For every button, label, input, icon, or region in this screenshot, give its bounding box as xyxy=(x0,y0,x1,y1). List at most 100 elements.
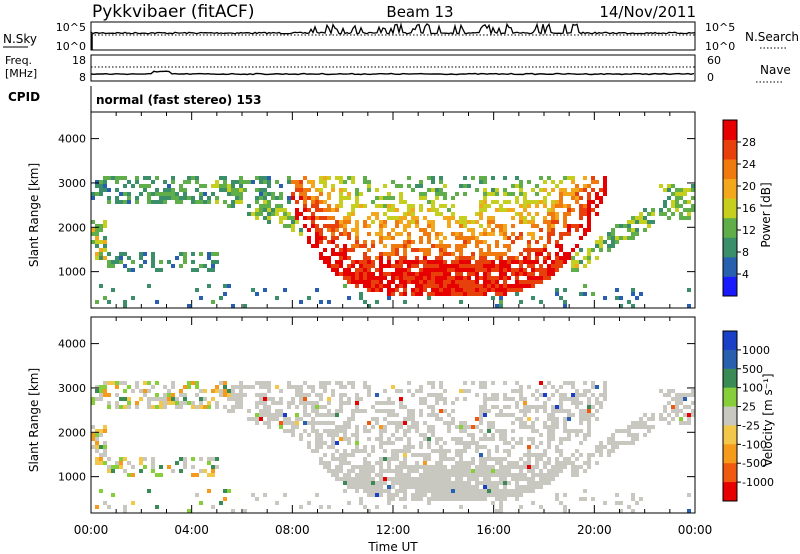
power-cell xyxy=(519,268,523,272)
power-cell xyxy=(483,192,487,196)
power-cell xyxy=(203,200,207,204)
power-cell xyxy=(279,196,283,200)
power-cell xyxy=(555,292,559,296)
velocity-cell xyxy=(679,421,683,425)
power-cell xyxy=(587,220,591,224)
power-cell xyxy=(511,260,515,264)
power-cell xyxy=(387,192,391,196)
power-cell xyxy=(115,188,119,192)
velocity-cell xyxy=(547,429,551,433)
velocity-cell xyxy=(351,485,355,489)
power-cell xyxy=(191,260,195,264)
velocity-cell xyxy=(583,413,587,417)
power-cell xyxy=(363,260,367,264)
power-cell xyxy=(387,284,391,288)
velocity-cell xyxy=(227,409,231,413)
velocity-cell xyxy=(99,445,103,449)
power-cell xyxy=(423,280,427,284)
velocity-cell xyxy=(239,381,243,385)
velocity-cell xyxy=(487,429,491,433)
velocity-cell xyxy=(267,389,271,393)
velocity-cell xyxy=(483,469,487,473)
velocity-cell xyxy=(451,421,455,425)
power-cell xyxy=(487,248,491,252)
velocity-cell xyxy=(275,401,279,405)
velocity-cell xyxy=(503,465,507,469)
velocity-cell xyxy=(363,409,367,413)
velocity-cell xyxy=(543,393,547,397)
velocity-cell xyxy=(199,397,203,401)
power-ylabel: Slant Range [km] xyxy=(27,163,41,267)
power-cell xyxy=(363,276,367,280)
power-cell xyxy=(527,284,531,288)
power-cell xyxy=(375,256,379,260)
velocity-cell xyxy=(223,393,227,397)
velocity-cell xyxy=(327,469,331,473)
power-cell xyxy=(375,300,379,304)
power-cell xyxy=(327,196,331,200)
power-cell xyxy=(475,240,479,244)
velocity-cell xyxy=(467,465,471,469)
velocity-cell xyxy=(355,465,359,469)
velocity-cell xyxy=(503,449,507,453)
colorbar-tick-label: 25 xyxy=(742,401,756,414)
velocity-cell xyxy=(515,381,519,385)
power-cell xyxy=(399,200,403,204)
velocity-cell xyxy=(519,389,523,393)
power-cell xyxy=(387,292,391,296)
power-cell xyxy=(439,188,443,192)
velocity-cell xyxy=(367,477,371,481)
velocity-cell xyxy=(555,405,559,409)
velocity-cell xyxy=(195,473,199,477)
velocity-cell xyxy=(171,401,175,405)
power-cell xyxy=(427,296,431,300)
power-cell xyxy=(107,260,111,264)
velocity-cell xyxy=(431,477,435,481)
power-cell xyxy=(391,208,395,212)
power-cell xyxy=(379,240,383,244)
velocity-cell xyxy=(507,465,511,469)
velocity-cell xyxy=(487,425,491,429)
power-cell xyxy=(299,232,303,236)
power-cell xyxy=(403,248,407,252)
power-cell xyxy=(479,284,483,288)
power-cell xyxy=(447,280,451,284)
power-cell xyxy=(147,284,151,288)
power-cell xyxy=(91,196,95,200)
power-cell xyxy=(363,256,367,260)
velocity-cell xyxy=(475,465,479,469)
power-cell xyxy=(455,276,459,280)
velocity-cell xyxy=(163,385,167,389)
colorbar-tick-label: -1000 xyxy=(742,476,774,489)
velocity-cell xyxy=(387,397,391,401)
power-cell xyxy=(471,220,475,224)
velocity-cell xyxy=(295,389,299,393)
velocity-cell xyxy=(455,489,459,493)
power-cell xyxy=(255,188,259,192)
power-cell xyxy=(399,284,403,288)
power-cell xyxy=(335,252,339,256)
power-cell xyxy=(599,240,603,244)
power-cell xyxy=(547,208,551,212)
velocity-cell xyxy=(687,393,691,397)
power-cell xyxy=(371,200,375,204)
velocity-cell xyxy=(315,441,319,445)
velocity-cell xyxy=(155,381,159,385)
velocity-cell xyxy=(411,413,415,417)
power-cell xyxy=(623,236,627,240)
velocity-cell xyxy=(171,381,175,385)
velocity-cell xyxy=(239,393,243,397)
velocity-cell xyxy=(391,477,395,481)
power-cell xyxy=(603,184,607,188)
power-cell xyxy=(95,224,99,228)
power-cell xyxy=(511,284,515,288)
velocity-cell xyxy=(483,461,487,465)
velocity-cell xyxy=(627,429,631,433)
power-cell xyxy=(563,192,567,196)
power-cell xyxy=(423,256,427,260)
power-cell xyxy=(539,200,543,204)
velocity-cell xyxy=(215,465,219,469)
velocity-cell xyxy=(531,425,535,429)
velocity-cell xyxy=(167,397,171,401)
velocity-cell xyxy=(415,493,419,497)
